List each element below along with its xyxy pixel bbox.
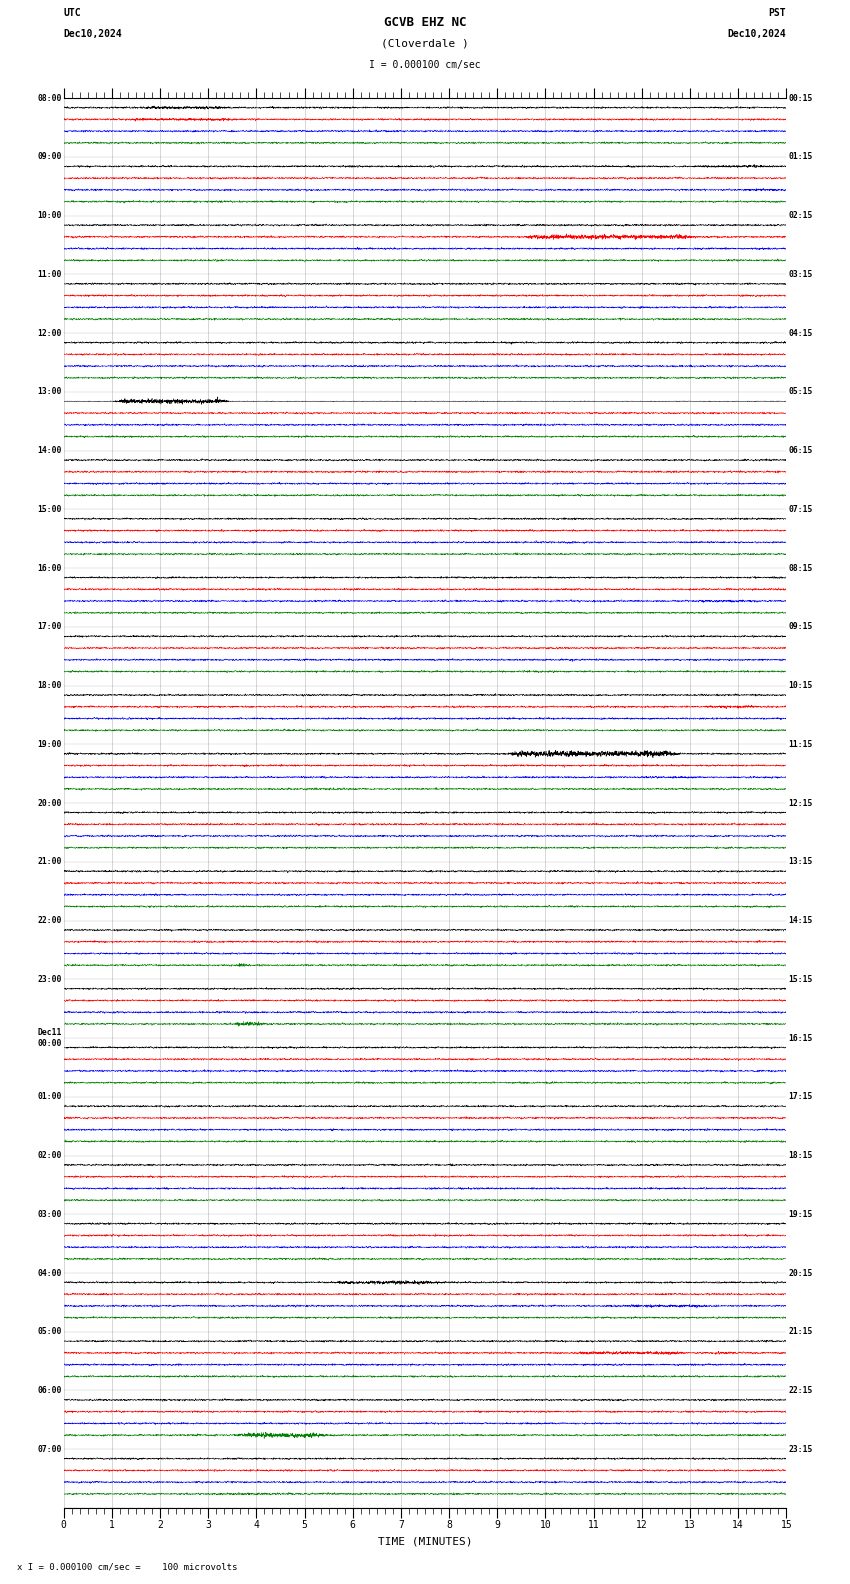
Text: 17:00: 17:00 — [37, 623, 61, 632]
Text: 06:00: 06:00 — [37, 1386, 61, 1396]
Text: 23:15: 23:15 — [789, 1445, 813, 1454]
Text: 18:00: 18:00 — [37, 681, 61, 691]
Text: 12:00: 12:00 — [37, 328, 61, 337]
Text: 04:00: 04:00 — [37, 1269, 61, 1278]
Text: PST: PST — [768, 8, 786, 17]
Text: 17:15: 17:15 — [789, 1093, 813, 1101]
Text: 02:15: 02:15 — [789, 211, 813, 220]
Text: GCVB EHZ NC: GCVB EHZ NC — [383, 16, 467, 29]
Text: 15:15: 15:15 — [789, 974, 813, 984]
Text: 23:00: 23:00 — [37, 974, 61, 984]
Text: (Cloverdale ): (Cloverdale ) — [381, 38, 469, 48]
Text: 18:15: 18:15 — [789, 1152, 813, 1159]
Text: 16:15: 16:15 — [789, 1033, 813, 1042]
Text: 03:00: 03:00 — [37, 1210, 61, 1218]
Text: 14:15: 14:15 — [789, 916, 813, 925]
Text: 15:00: 15:00 — [37, 505, 61, 513]
Text: 21:00: 21:00 — [37, 857, 61, 866]
Text: I = 0.000100 cm/sec: I = 0.000100 cm/sec — [369, 60, 481, 70]
Text: x I = 0.000100 cm/sec =    100 microvolts: x I = 0.000100 cm/sec = 100 microvolts — [17, 1562, 237, 1571]
Text: 19:15: 19:15 — [789, 1210, 813, 1218]
Text: 01:00: 01:00 — [37, 1093, 61, 1101]
Text: UTC: UTC — [64, 8, 82, 17]
Text: 04:15: 04:15 — [789, 328, 813, 337]
Text: 07:00: 07:00 — [37, 1445, 61, 1454]
Text: 05:00: 05:00 — [37, 1327, 61, 1337]
X-axis label: TIME (MINUTES): TIME (MINUTES) — [377, 1536, 473, 1546]
Text: 13:15: 13:15 — [789, 857, 813, 866]
Text: 10:15: 10:15 — [789, 681, 813, 691]
Text: 08:15: 08:15 — [789, 564, 813, 573]
Text: 22:15: 22:15 — [789, 1386, 813, 1396]
Text: Dec11
00:00: Dec11 00:00 — [37, 1028, 61, 1047]
Text: 00:15: 00:15 — [789, 93, 813, 103]
Text: 09:00: 09:00 — [37, 152, 61, 162]
Text: 22:00: 22:00 — [37, 916, 61, 925]
Text: 03:15: 03:15 — [789, 269, 813, 279]
Text: 20:15: 20:15 — [789, 1269, 813, 1278]
Text: 12:15: 12:15 — [789, 798, 813, 808]
Text: 07:15: 07:15 — [789, 505, 813, 513]
Text: 06:15: 06:15 — [789, 447, 813, 455]
Text: 10:00: 10:00 — [37, 211, 61, 220]
Text: 11:00: 11:00 — [37, 269, 61, 279]
Text: 21:15: 21:15 — [789, 1327, 813, 1337]
Text: 02:00: 02:00 — [37, 1152, 61, 1159]
Text: 14:00: 14:00 — [37, 447, 61, 455]
Text: Dec10,2024: Dec10,2024 — [728, 29, 786, 38]
Text: 08:00: 08:00 — [37, 93, 61, 103]
Text: 09:15: 09:15 — [789, 623, 813, 632]
Text: 16:00: 16:00 — [37, 564, 61, 573]
Text: 13:00: 13:00 — [37, 388, 61, 396]
Text: Dec10,2024: Dec10,2024 — [64, 29, 122, 38]
Text: 20:00: 20:00 — [37, 798, 61, 808]
Text: 05:15: 05:15 — [789, 388, 813, 396]
Text: 11:15: 11:15 — [789, 740, 813, 749]
Text: 01:15: 01:15 — [789, 152, 813, 162]
Text: 19:00: 19:00 — [37, 740, 61, 749]
